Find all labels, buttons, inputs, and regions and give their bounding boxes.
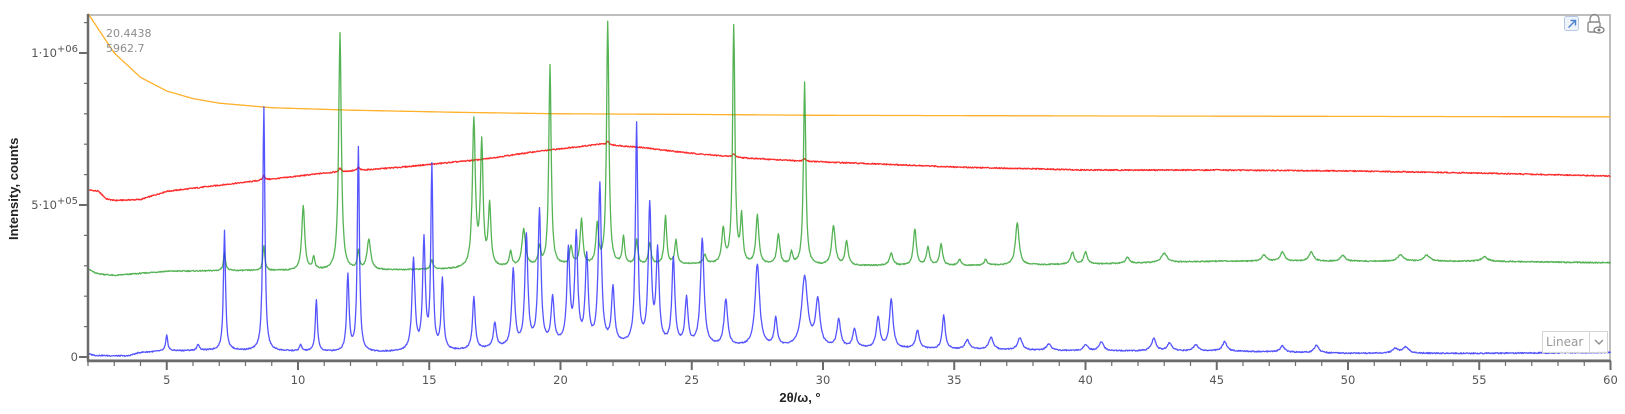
chevron-down-icon[interactable] <box>1589 332 1607 352</box>
expand-button[interactable] <box>1563 15 1581 33</box>
series-layer <box>87 13 1612 358</box>
x-axis-title: 2θ/ω, ° <box>779 390 821 405</box>
lock-view-icon <box>1587 13 1605 34</box>
y-axis-title: Intensity, counts <box>6 137 21 240</box>
x-tick-label: 35 <box>947 373 962 387</box>
series-blue-line <box>87 106 1612 358</box>
x-tick-label: 55 <box>1472 373 1487 387</box>
y-axis-ticks: 0 5·10+05 1·10+06 <box>31 22 88 364</box>
x-tick-label: 45 <box>1209 373 1224 387</box>
expand-icon <box>1564 16 1579 31</box>
x-axis-ticks: 5 10 15 20 25 30 35 40 45 50 55 60 <box>87 361 1618 387</box>
x-tick-label: 25 <box>684 373 699 387</box>
cursor-x-value: 20.4438 <box>106 27 152 40</box>
series-red-line <box>87 140 1611 202</box>
scale-dropdown-value: Linear <box>1546 335 1584 349</box>
scale-dropdown[interactable]: Linear <box>1542 331 1608 353</box>
x-tick-label: 30 <box>816 373 831 387</box>
series-green-line <box>87 20 1611 277</box>
x-tick-label: 50 <box>1341 373 1356 387</box>
cursor-y-value: 5962.7 <box>106 42 145 55</box>
x-tick-label: 5 <box>163 373 170 387</box>
y-tick-label: 5·10+05 <box>31 196 78 212</box>
x-tick-label: 10 <box>291 373 306 387</box>
x-tick-label: 20 <box>553 373 568 387</box>
cursor-readout: 20.4438 5962.7 <box>106 26 152 56</box>
x-tick-label: 40 <box>1078 373 1093 387</box>
x-tick-label: 15 <box>422 373 437 387</box>
x-tick-label: 60 <box>1603 373 1618 387</box>
series-orange-line <box>87 13 1611 118</box>
y-tick-label: 0 <box>71 350 78 364</box>
y-tick-label: 1·10+06 <box>31 44 78 60</box>
lock-view-button[interactable] <box>1585 13 1605 35</box>
